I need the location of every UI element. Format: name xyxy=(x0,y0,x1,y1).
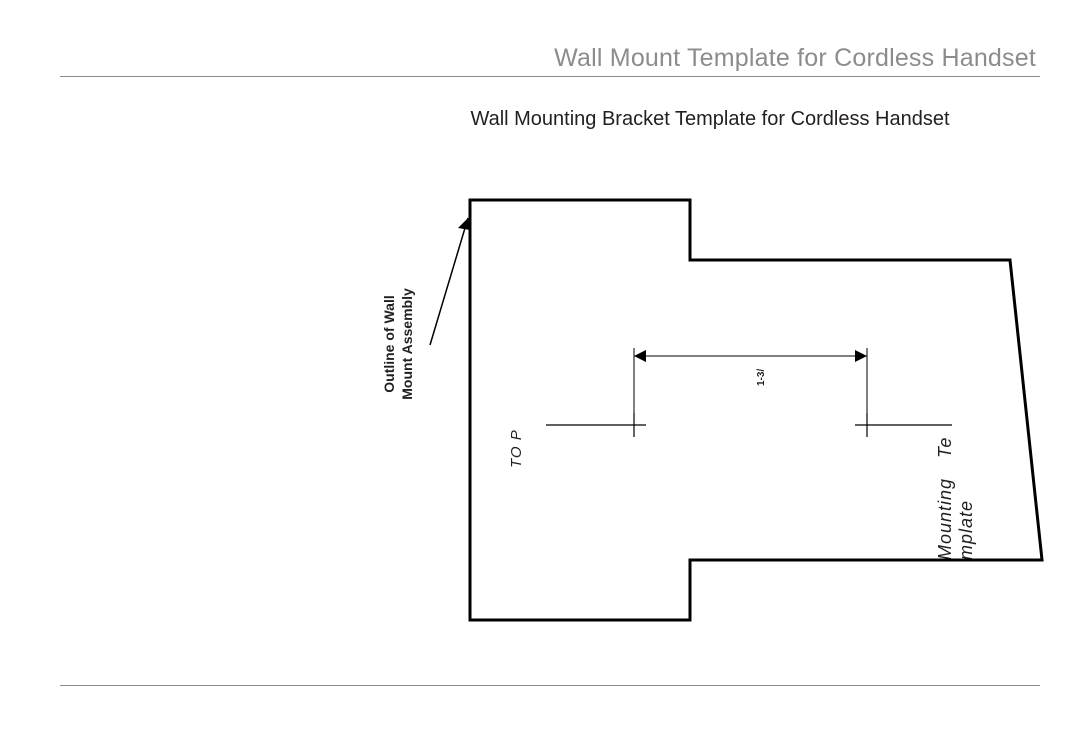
dim-arrow-left xyxy=(634,350,646,362)
leader-line xyxy=(430,218,468,345)
leader-arrowhead xyxy=(458,218,470,230)
subtitle: Wall Mounting Bracket Template for Cordl… xyxy=(0,108,1040,131)
page-title: Wall Mount Template for Cordless Handset xyxy=(554,44,1036,73)
top-rule xyxy=(60,76,1040,77)
template-diagram xyxy=(370,150,1060,670)
screw-cross-1 xyxy=(622,413,646,437)
dim-arrow-right xyxy=(855,350,867,362)
screw-cross-2 xyxy=(855,413,879,437)
bracket-outline xyxy=(470,200,1042,620)
bottom-rule xyxy=(60,685,1040,686)
